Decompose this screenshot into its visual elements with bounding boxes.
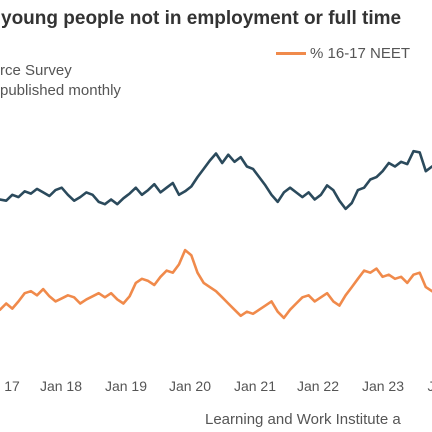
- x-tick-label: J: [428, 378, 432, 394]
- x-tick-label: Jan 21: [234, 378, 276, 394]
- x-tick-label: Jan 20: [169, 378, 211, 394]
- legend-swatch-neet: [276, 52, 306, 55]
- chart-title: young people not in employment or full t…: [1, 8, 402, 29]
- legend-label-neet: % 16-17 NEET: [310, 45, 411, 62]
- x-tick-label: Jan 22: [297, 378, 339, 394]
- x-tick-label: Jan 19: [105, 378, 147, 394]
- x-tick-label: Jan 23: [362, 378, 404, 394]
- chart-subtitle-line-1: rce Survey: [0, 62, 72, 79]
- chart-legend: % 16-17 NEET: [276, 45, 410, 62]
- series-line-0: [0, 149, 432, 211]
- chart-subtitle-line-2: published monthly: [0, 82, 121, 99]
- series-line-1: [0, 248, 432, 320]
- x-tick-label: 17: [4, 378, 20, 394]
- x-tick-label: Jan 18: [40, 378, 82, 394]
- chart-source: Learning and Work Institute a: [205, 411, 401, 428]
